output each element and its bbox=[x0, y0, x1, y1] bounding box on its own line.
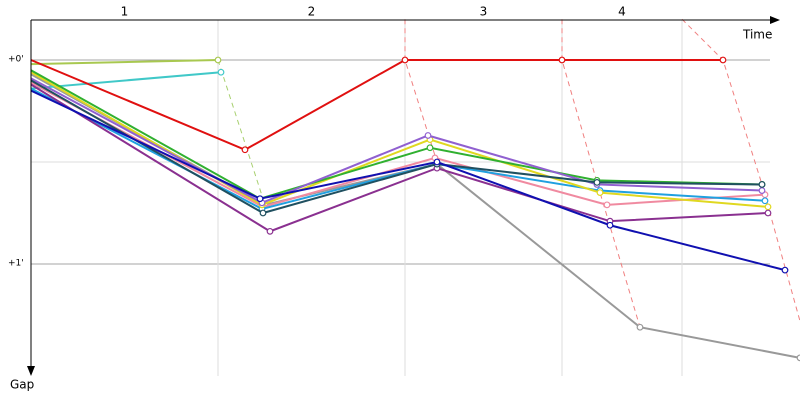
x-axis-label: Time bbox=[742, 28, 772, 42]
series-line bbox=[30, 73, 800, 359]
point bbox=[764, 203, 772, 211]
point bbox=[758, 181, 766, 188]
y-tick-label: +0' bbox=[8, 55, 24, 65]
series-line bbox=[30, 89, 786, 272]
point bbox=[426, 144, 434, 152]
lap-label: 1 bbox=[121, 5, 129, 19]
lap-line bbox=[561, 19, 641, 328]
point bbox=[636, 323, 644, 331]
point bbox=[796, 354, 800, 362]
point bbox=[719, 56, 727, 64]
point bbox=[781, 266, 789, 274]
point bbox=[401, 56, 409, 64]
point bbox=[764, 209, 772, 217]
point bbox=[214, 56, 222, 64]
point bbox=[424, 132, 432, 139]
point bbox=[241, 146, 249, 154]
point bbox=[606, 221, 614, 229]
lap-label: 3 bbox=[480, 5, 488, 19]
point bbox=[266, 227, 274, 235]
point bbox=[558, 56, 566, 64]
point bbox=[596, 189, 604, 197]
lap-label: 4 bbox=[618, 5, 626, 19]
lap-line bbox=[217, 59, 266, 205]
y-axis-label: Gap bbox=[10, 378, 34, 392]
point bbox=[758, 187, 766, 194]
plot bbox=[30, 18, 800, 362]
x-axis-arrow bbox=[770, 16, 780, 24]
series-line bbox=[30, 59, 723, 151]
lap-label: 2 bbox=[308, 5, 316, 19]
y-tick-label: +1' bbox=[8, 259, 24, 269]
point bbox=[603, 201, 611, 209]
point bbox=[433, 158, 441, 166]
point bbox=[256, 195, 264, 203]
point bbox=[259, 209, 267, 217]
lap-line bbox=[681, 18, 800, 322]
point bbox=[217, 68, 225, 76]
series-line bbox=[30, 71, 222, 90]
y-axis-arrow bbox=[27, 366, 35, 376]
series-line bbox=[30, 59, 219, 66]
series-line bbox=[30, 81, 766, 208]
point bbox=[593, 178, 601, 186]
point bbox=[761, 197, 769, 205]
